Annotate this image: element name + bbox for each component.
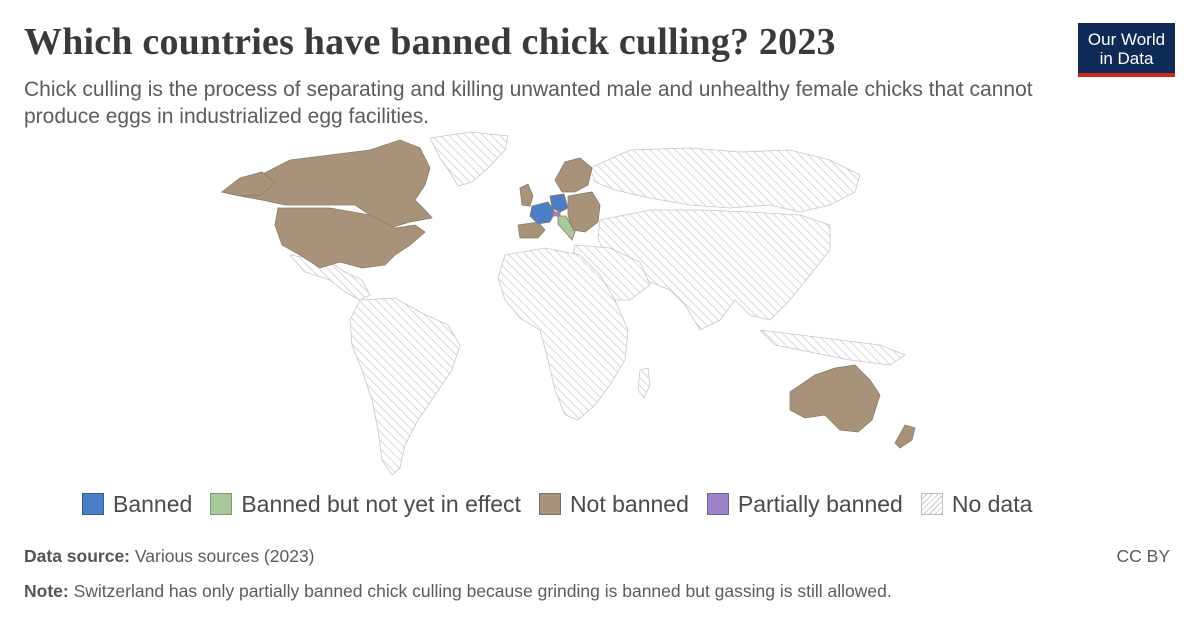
legend-swatch-banned-not-yet bbox=[210, 493, 233, 515]
legend-item-no-data[interactable]: No data bbox=[920, 490, 1033, 518]
data-source: Data source: Various sources (2023) bbox=[24, 546, 315, 567]
region-uk[interactable] bbox=[519, 183, 534, 207]
region-madagascar[interactable] bbox=[637, 367, 651, 399]
region-italy[interactable] bbox=[557, 215, 576, 241]
owid-logo[interactable]: Our World in Data bbox=[1078, 23, 1175, 77]
region-usa[interactable] bbox=[274, 207, 426, 269]
legend-swatch-not-banned bbox=[538, 493, 561, 515]
legend-swatch-no-data bbox=[920, 493, 943, 515]
legend-label-not-banned: Not banned bbox=[569, 490, 689, 517]
region-russia[interactable] bbox=[589, 147, 861, 213]
region-alaska[interactable] bbox=[221, 171, 276, 197]
chart-subtitle: Chick culling is the process of separati… bbox=[24, 78, 1033, 128]
region-central-america[interactable] bbox=[288, 254, 371, 301]
legend-swatch-partially-banned bbox=[706, 493, 729, 515]
region-france[interactable] bbox=[529, 201, 556, 225]
note-label: Note: bbox=[24, 581, 69, 601]
source-text[interactable]: Various sources (2023) bbox=[134, 546, 315, 566]
source-label: Data source: bbox=[24, 546, 131, 566]
region-scandinavia[interactable] bbox=[554, 157, 593, 193]
region-eastern-europe[interactable] bbox=[567, 191, 601, 233]
region-greenland[interactable] bbox=[429, 131, 509, 187]
legend-label-banned-not-yet: Banned but not yet in effect bbox=[241, 490, 521, 517]
region-australia[interactable] bbox=[789, 364, 881, 433]
legend-item-partially-banned[interactable]: Partially banned bbox=[706, 490, 903, 518]
note-text: Switzerland has only partially banned ch… bbox=[73, 581, 892, 601]
region-spain[interactable] bbox=[517, 221, 546, 239]
legend: Banned Banned but not yet in effect Not … bbox=[82, 489, 1050, 519]
legend-label-banned: Banned bbox=[113, 490, 193, 517]
legend-item-banned-not-yet[interactable]: Banned but not yet in effect bbox=[210, 491, 521, 518]
note: Note: Switzerland has only partially ban… bbox=[24, 581, 892, 602]
region-switzerland[interactable] bbox=[552, 211, 561, 217]
chart-title: Which countries have banned chick cullin… bbox=[24, 21, 836, 63]
logo-line-2: in Data bbox=[1099, 49, 1154, 68]
region-new-zealand[interactable] bbox=[894, 424, 916, 449]
legend-swatch-banned bbox=[82, 493, 104, 515]
logo-line-1: Our World bbox=[1087, 30, 1166, 49]
legend-label-partially-banned: Partially banned bbox=[737, 490, 903, 517]
region-germany[interactable] bbox=[549, 193, 569, 213]
region-south-america[interactable] bbox=[349, 297, 461, 476]
legend-item-banned[interactable]: Banned bbox=[82, 491, 192, 518]
license-link[interactable]: CC BY bbox=[1116, 546, 1170, 566]
legend-item-not-banned[interactable]: Not banned bbox=[538, 490, 689, 518]
region-canada[interactable] bbox=[220, 139, 433, 229]
region-southeast-asia[interactable] bbox=[758, 329, 906, 366]
legend-label-no-data: No data bbox=[951, 490, 1033, 517]
region-africa[interactable] bbox=[497, 247, 629, 421]
